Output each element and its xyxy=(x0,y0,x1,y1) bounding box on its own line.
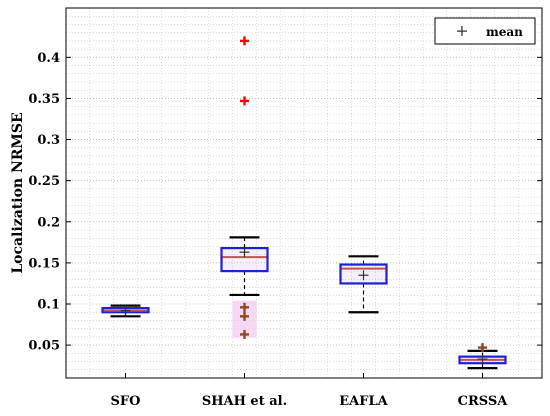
outlier-marker xyxy=(240,96,249,106)
y-tick-label: 0.2 xyxy=(37,215,60,230)
y-tick-label: 0.35 xyxy=(28,92,60,107)
x-tick-label: CRSSA xyxy=(458,394,509,409)
outlier-marker xyxy=(240,311,249,321)
box-eafla xyxy=(339,255,388,314)
box-crssa xyxy=(458,343,507,370)
x-tick-label: SFO xyxy=(111,394,141,409)
y-tick-label: 0.4 xyxy=(37,51,60,66)
legend-marker: + xyxy=(455,21,468,40)
x-tick-label: SHAH et al. xyxy=(202,394,287,409)
mean-marker xyxy=(477,354,488,365)
box-sfo xyxy=(101,304,150,318)
y-tick-label: 0.1 xyxy=(37,298,60,313)
legend-label: mean xyxy=(486,25,523,39)
legend-box xyxy=(434,17,536,45)
outlier-marker xyxy=(240,302,249,312)
grid xyxy=(66,7,542,379)
mean-marker xyxy=(239,247,250,258)
mean-marker xyxy=(358,270,369,281)
axis-ticks: 0.05 0.1 0.15 0.2 0.25 0.3 0.35 0.4 SFO SHAH et a… xyxy=(28,51,542,409)
boxes xyxy=(101,36,507,370)
outlier-marker xyxy=(240,36,249,46)
plot-frame xyxy=(65,7,543,379)
outlier-marker xyxy=(240,329,249,339)
box-shah-et-al xyxy=(220,36,269,339)
y-tick-label: 0.15 xyxy=(28,256,60,271)
plot-background xyxy=(66,8,542,378)
outlier-marker xyxy=(478,343,487,353)
y-tick-label: 0.25 xyxy=(28,174,60,189)
y-tick-label: 0.05 xyxy=(28,339,60,354)
legend: + mean xyxy=(434,17,536,45)
y-axis-label: Localization NRMSE xyxy=(10,112,26,273)
y-tick-label: 0.3 xyxy=(37,133,60,148)
mean-marker xyxy=(120,305,131,316)
x-tick-label: EAFLA xyxy=(339,394,388,409)
